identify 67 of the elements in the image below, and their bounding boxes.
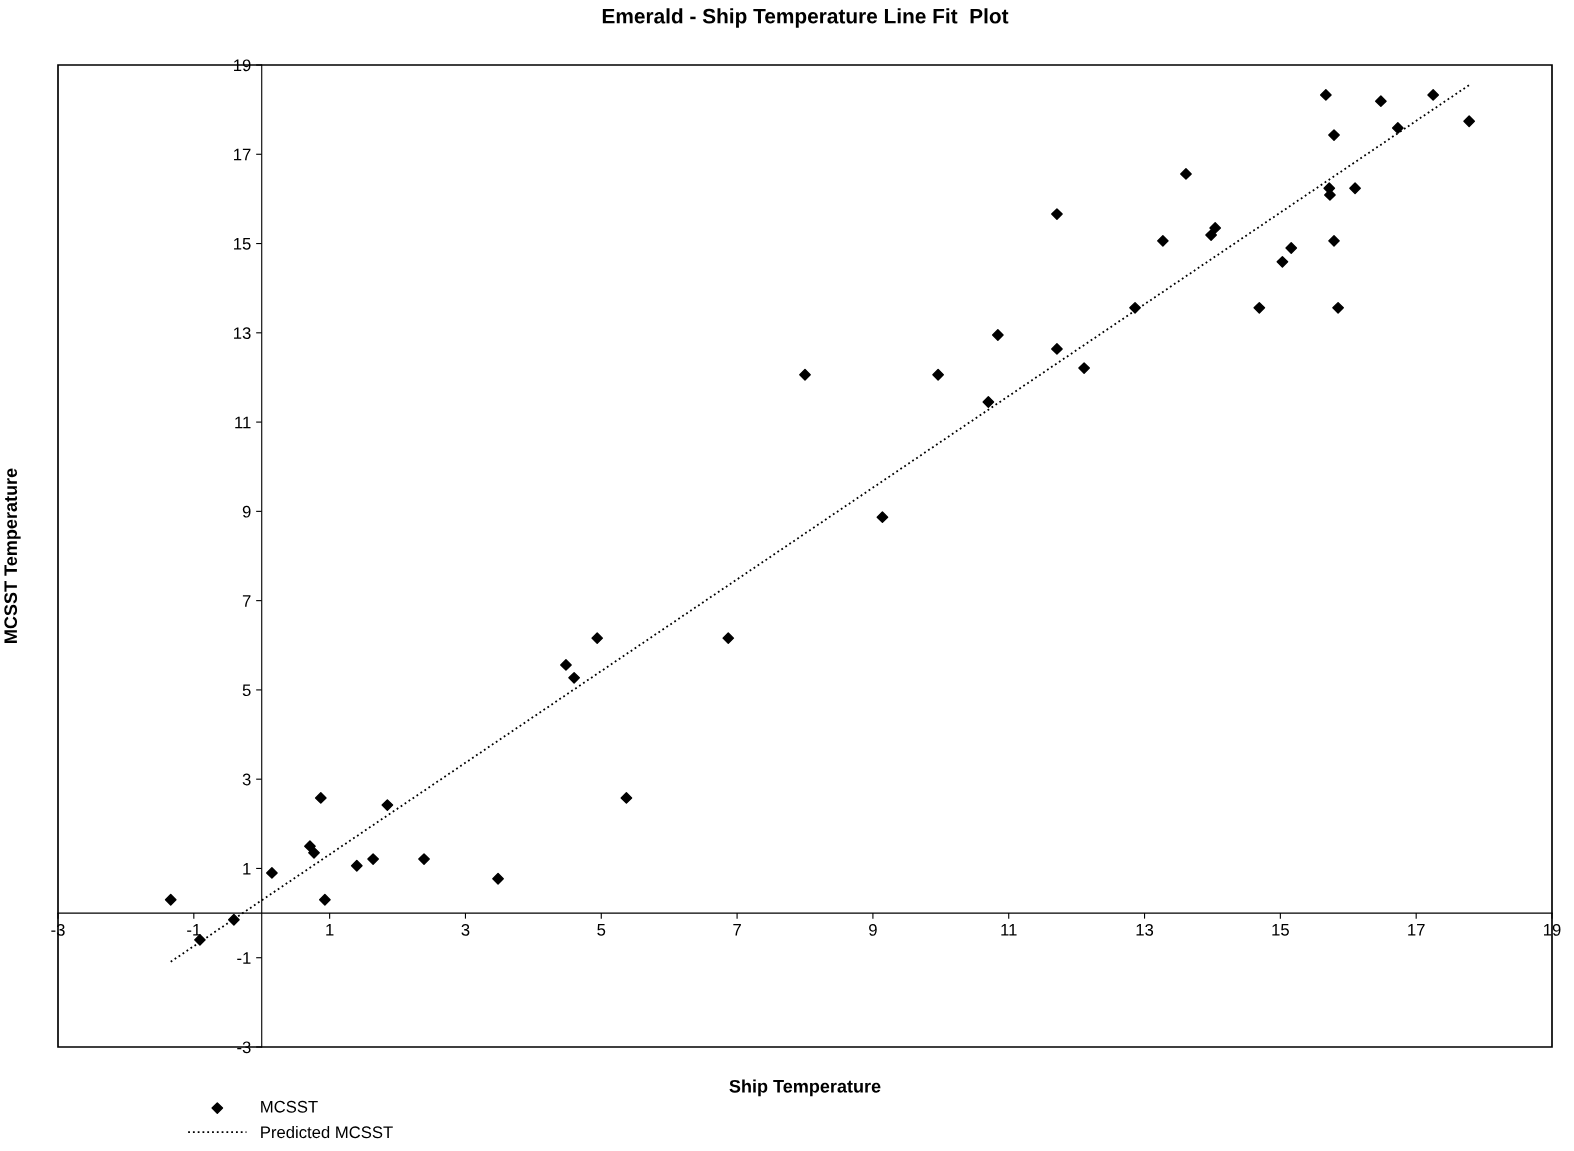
point [1078,362,1090,374]
point [722,632,735,645]
y-tick-label: 15 [234,238,251,250]
point [1051,208,1063,220]
x-axis-title: Ship Temperature [729,1079,881,1097]
point [1253,301,1266,314]
point [1332,301,1344,314]
point [1391,122,1404,134]
legend-label: Predicted MCSST [261,1125,393,1139]
point [1328,234,1340,247]
point [568,671,581,684]
y-tick-label: 3 [242,773,251,786]
point [304,840,316,853]
point [1205,229,1217,241]
x-tick-label: 17 [1408,924,1425,936]
point [1180,168,1192,180]
point [1427,89,1440,101]
y-tick-label: 9 [242,505,251,518]
y-tick-label: 11 [235,416,251,429]
point [367,853,379,865]
point [266,867,278,879]
point [1285,242,1298,254]
x-tick-label: 15 [1272,924,1289,936]
point [381,799,394,811]
x-tick-label: 7 [733,924,741,936]
point [350,859,363,872]
point [418,853,430,865]
point [876,511,889,524]
point [991,329,1004,341]
point [227,913,240,926]
x-tick-label: 11 [1001,924,1017,936]
point [1276,255,1289,268]
point [1463,115,1476,128]
point [1209,222,1222,234]
y-tick-label: -1 [237,952,251,964]
y-tick-label: 5 [242,684,251,697]
point [1319,89,1332,101]
point [591,632,604,645]
x-tick-label: 9 [869,923,877,936]
y-tick-label: 17 [234,148,251,161]
point [1051,342,1063,355]
x-tick-label: 3 [461,923,470,936]
point [314,792,327,804]
point [560,659,572,671]
point [318,893,331,906]
legend-label: MCSST [261,1100,318,1113]
point [982,396,995,408]
chart-title: Emerald - Ship Temperature Line Fit Plot [602,8,1009,28]
point [1156,234,1169,247]
point [1349,182,1361,195]
y-tick-label: 1 [243,863,251,875]
x-tick-label: -1 [187,924,201,936]
point [1374,95,1387,108]
y-tick-label: 7 [242,595,251,607]
point [492,872,504,885]
x-tick-label: 13 [1136,923,1154,936]
point [1129,301,1141,314]
point [308,846,320,859]
point [799,368,811,381]
x-tick-label: 5 [597,924,606,936]
y-tick-label: 13 [234,327,251,340]
point [932,368,944,381]
point [164,893,177,906]
x-tick-label: 1 [326,924,334,936]
point [620,792,633,804]
y-axis-title: MCSST Temperature [4,468,21,643]
point [1328,129,1340,141]
